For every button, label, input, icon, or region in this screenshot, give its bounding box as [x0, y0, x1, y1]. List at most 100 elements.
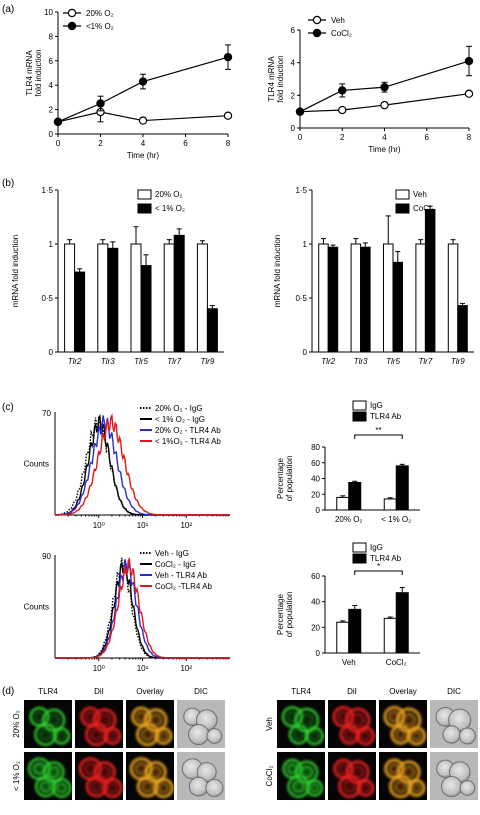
data-point	[223, 111, 233, 120]
cell-interior	[149, 765, 163, 779]
y-tick-label: 0	[316, 506, 321, 515]
legend-label: 20% O₂	[86, 9, 114, 18]
chart-c2: 0 20 40 60 80 Percentage of population 20% O₂ < …	[276, 400, 420, 524]
bar	[107, 247, 119, 353]
cell-membrane	[355, 726, 376, 746]
legend-label: TLR4 Ab	[370, 412, 402, 421]
cell-interior	[360, 782, 371, 794]
significance-marker: *	[377, 562, 380, 571]
y-tick-label: 6	[49, 57, 54, 66]
cell-membrane	[136, 775, 159, 798]
x-tick-label: 10²	[180, 521, 192, 530]
series-line	[299, 93, 470, 113]
y-axis-label: of population	[285, 592, 294, 638]
y-tick-label: 20	[311, 623, 320, 632]
legend-marker	[312, 28, 322, 38]
x-tick-label: 8	[467, 133, 472, 142]
cell-interior	[292, 728, 305, 741]
cell-interior	[106, 782, 119, 794]
legend-label: Veh - TLR4 Ab	[155, 571, 207, 580]
legend-label: 20% O₂ - IgG	[155, 404, 203, 413]
cell-interior	[299, 764, 314, 780]
x-tick-label: 4	[141, 139, 146, 148]
y-tick-label: 0	[303, 348, 308, 357]
legend-label: <1% O₂	[86, 22, 114, 31]
cell-shape	[188, 723, 210, 746]
histogram-curve	[55, 413, 230, 516]
panel-label-a: (a)	[2, 4, 14, 15]
micrograph-row-label: < 1% O₂	[12, 761, 21, 791]
cell-shape	[441, 775, 463, 798]
legend-label: Veh	[331, 16, 345, 25]
micrograph-column-label: Overlay	[136, 687, 164, 696]
bar	[360, 246, 371, 353]
cell-interior	[298, 712, 315, 728]
legend-swatch	[352, 553, 367, 564]
x-category-label: Tlr9	[451, 357, 465, 366]
chart-b1: 0 0·5 1 1·5 mRNA fold induction Tlr2 Tlr3 Tlr5 T…	[11, 186, 224, 366]
chart-c1: 70 Counts 10⁰ 10¹ 10² 20% O₂ - IgG < 1% O₂ - I…	[24, 404, 230, 530]
micrograph-column-label: DIC	[447, 687, 461, 696]
bar	[457, 305, 468, 353]
y-tick-label: 1·5	[41, 186, 53, 195]
chart-c4: 0 20 40 60 Percentage of population Veh CoCl₂ Ig…	[276, 542, 420, 667]
legend-label: Veh - IgG	[155, 549, 189, 558]
panel-label-d: (d)	[2, 686, 14, 697]
y-tick-label: 40	[311, 475, 320, 484]
legend-swatch	[137, 203, 152, 214]
legend-swatch	[395, 189, 410, 200]
data-point	[380, 82, 389, 92]
y-tick-label: 0·5	[41, 294, 53, 303]
micrograph-row-label: Veh	[265, 717, 274, 731]
y-tick-label: 0	[316, 649, 321, 658]
x-category-label: Tlr9	[201, 357, 215, 366]
y-axis-label: fold induction	[34, 49, 43, 96]
cell-interior	[107, 730, 118, 742]
cell-shape	[442, 725, 461, 744]
x-category-label: < 1% O₂	[381, 515, 411, 524]
bar	[64, 243, 76, 353]
bar	[424, 208, 436, 353]
x-category-label: CoCl₂	[386, 658, 407, 667]
cell-interior	[39, 780, 53, 794]
legend-marker	[67, 8, 77, 18]
y-axis-label: mRNA fold induction	[11, 235, 20, 307]
y-tick-label: 8	[49, 32, 54, 41]
cell-interior	[141, 780, 155, 794]
y-tick-label: 60	[311, 572, 320, 581]
cell-interior	[343, 728, 356, 741]
micrograph-grid-right: TLR4 DiI Overlay DIC Veh CoCl₂	[265, 687, 478, 800]
chart-c3: 90 Counts 10⁰ 10¹ 10² Veh - IgG CoCl₂ - IgG Veh…	[24, 549, 230, 673]
bar	[140, 265, 152, 353]
bar	[327, 246, 339, 353]
panel-label-c: (c)	[2, 402, 14, 413]
y-tick-label: 6	[291, 26, 296, 35]
x-category-label: Veh	[342, 658, 356, 667]
cell-interior	[98, 765, 112, 779]
legend-marker	[67, 21, 77, 31]
bar	[350, 243, 362, 353]
y-tick-label: 4	[49, 81, 54, 90]
y-axis-label: TLR4 mRNA	[25, 50, 34, 96]
y-tick-label: 20	[311, 490, 320, 499]
bar	[447, 243, 459, 353]
series-line	[57, 111, 229, 123]
y-axis-label: Counts	[24, 460, 49, 469]
cell-interior	[55, 782, 68, 794]
cell-membrane	[304, 726, 324, 746]
micrograph-column-label: DiI	[347, 687, 357, 696]
data-point	[295, 107, 305, 116]
cell-interior	[411, 782, 422, 794]
data-point	[53, 117, 63, 127]
micrograph-column-label: TLR4	[291, 687, 311, 696]
micrograph-row-label: CoCl₂	[265, 766, 274, 787]
data-point	[138, 77, 148, 86]
y-axis-label: Percentage	[276, 593, 285, 634]
x-tick-label: 10⁰	[93, 521, 105, 530]
y-axis-label: fold induction	[276, 55, 285, 102]
data-point	[338, 86, 347, 95]
cell-membrane	[52, 727, 71, 745]
data-point	[464, 56, 474, 66]
significance-bracket	[354, 434, 403, 439]
y-tick-label: 0	[49, 348, 54, 357]
